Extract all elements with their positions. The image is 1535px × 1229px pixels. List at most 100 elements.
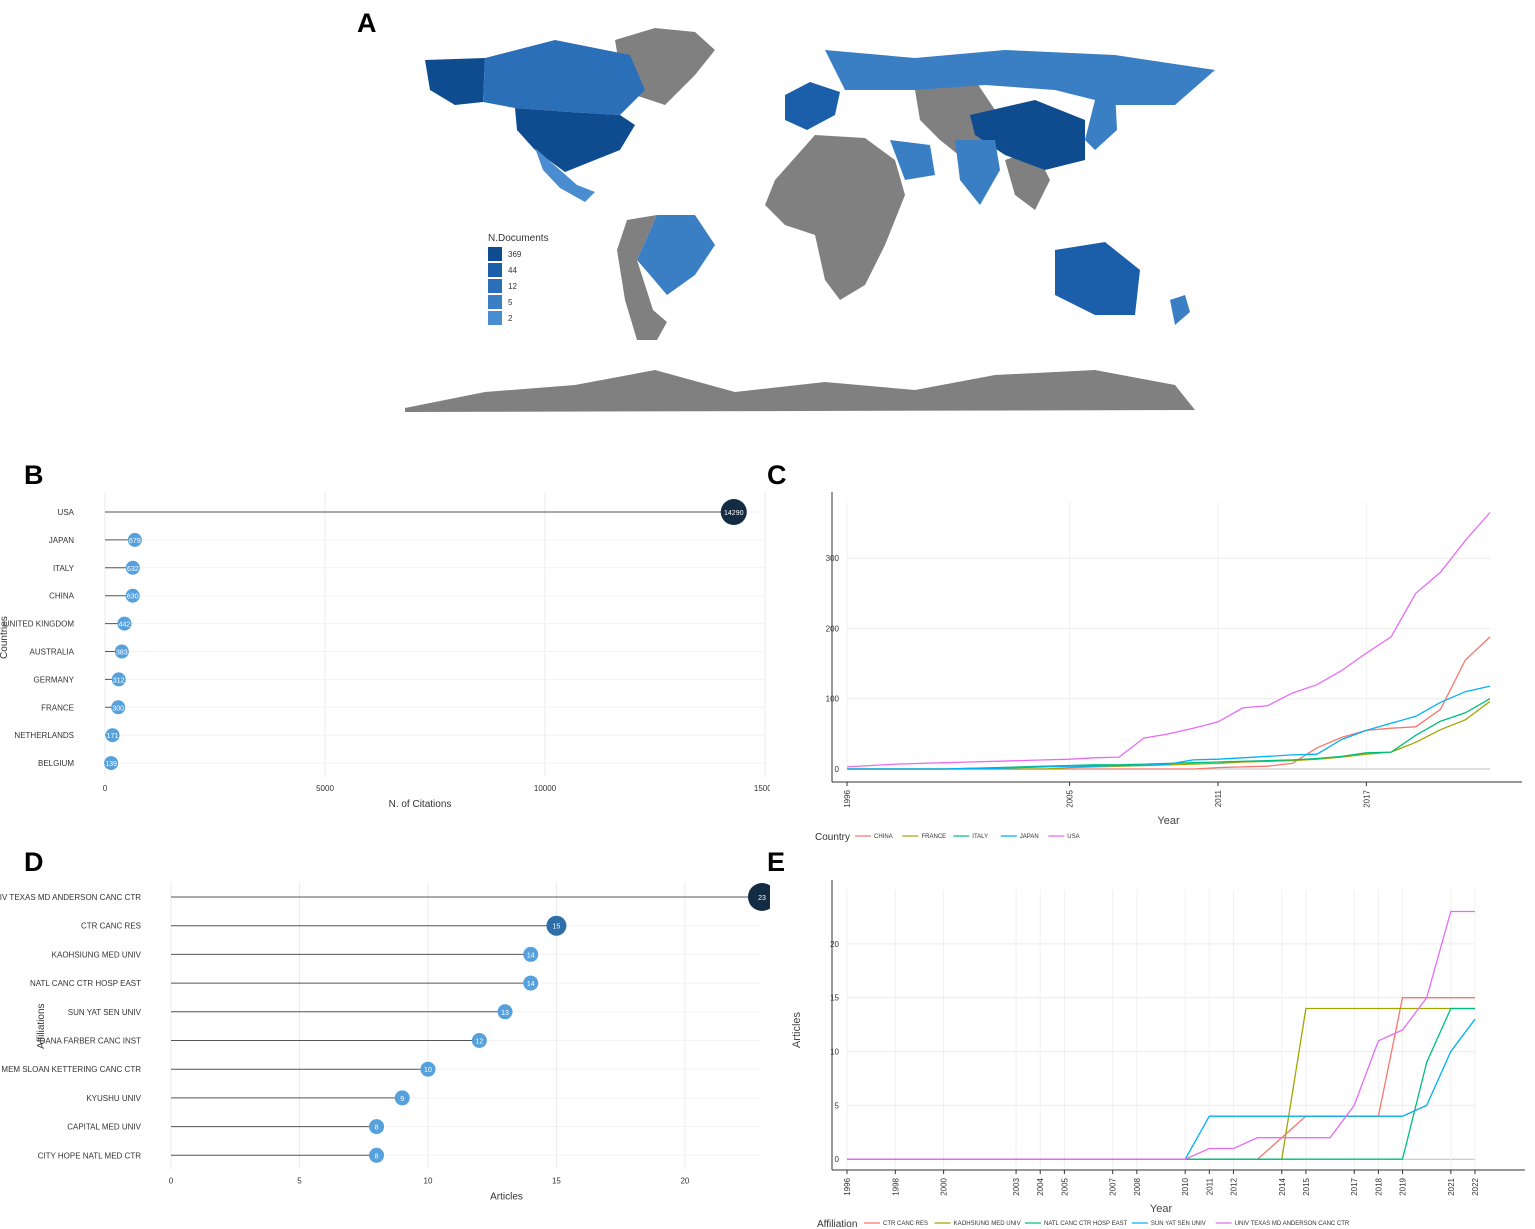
dot-kyushu-univ xyxy=(394,1090,410,1106)
x-tick-2014: 2014 xyxy=(1278,1177,1287,1195)
dot-label-germany: 312 xyxy=(113,677,125,684)
dot-italy xyxy=(125,560,140,575)
panel-label-c: C xyxy=(767,460,787,490)
x-tick-2012: 2012 xyxy=(1229,1177,1238,1195)
australia-shape xyxy=(1055,242,1140,315)
legend-label-natl-canc-ctr-hosp-east: NATL CANC CTR HOSP EAST xyxy=(1044,1221,1128,1227)
panel-label-d: D xyxy=(24,847,44,877)
dot-label-mem-sloan-kettering-canc-ctr: 10 xyxy=(424,1067,432,1074)
series-line-china xyxy=(847,636,1491,770)
map-legend-swatch-1 xyxy=(488,263,502,277)
x-tick-2017: 2017 xyxy=(1350,1177,1359,1195)
dot-mem-sloan-kettering-canc-ctr xyxy=(420,1061,436,1077)
panel-label-a: A xyxy=(357,8,377,38)
x-tick-2005: 2005 xyxy=(1060,1177,1069,1195)
dot-belgium xyxy=(104,756,119,771)
canada-shape xyxy=(483,40,645,115)
x-tick-1996: 1996 xyxy=(843,789,852,807)
dot-kaohsiung-med-univ xyxy=(523,946,539,962)
map-legend-label-0: 369 xyxy=(508,250,522,259)
category-label-united-kingdom: UNITED KINGDOM xyxy=(4,620,75,629)
y-tick-200: 200 xyxy=(826,624,840,633)
legend-label-china: CHINA xyxy=(874,834,893,840)
dot-label-china: 630 xyxy=(127,594,139,601)
dot-label-capital-med-univ: 8 xyxy=(375,1125,379,1132)
x-tick-2004: 2004 xyxy=(1036,1177,1045,1195)
map-legend-label-1: 44 xyxy=(508,266,517,275)
x-tick-2005: 2005 xyxy=(1066,789,1075,807)
dot-france xyxy=(111,700,126,715)
category-label-kyushu-univ: KYUSHU UNIV xyxy=(86,1094,141,1103)
alaska-shape xyxy=(425,58,485,105)
japan-shape xyxy=(1085,90,1117,150)
category-label-usa: USA xyxy=(58,508,75,517)
y-axis-title: Affiliations xyxy=(36,1003,47,1048)
x-tick-2003: 2003 xyxy=(1012,1177,1021,1195)
dot-label-netherlands: 171 xyxy=(107,733,119,740)
map-legend-swatch-3 xyxy=(488,295,502,309)
dot-label-sun-yat-sen-univ: 13 xyxy=(501,1010,509,1017)
dot-ctr-canc-res xyxy=(546,915,567,936)
dot-dana-farber-canc-inst xyxy=(471,1033,487,1048)
x-tick-2018: 2018 xyxy=(1374,1177,1383,1195)
dot-city-hope-natl-med-ctr xyxy=(369,1147,385,1163)
category-label-kaohsiung-med-univ: KAOHSIUNG MED UNIV xyxy=(52,950,142,959)
x-tick-10000: 10000 xyxy=(534,784,557,793)
dot-label-japan: 679 xyxy=(129,538,141,545)
category-label-univ-texas-md-anderson-canc-ctr: UNIV TEXAS MD ANDERSON CANC CTR xyxy=(0,893,141,902)
category-label-mem-sloan-kettering-canc-ctr: MEM SLOAN KETTERING CANC CTR xyxy=(1,1065,141,1074)
y-tick-0: 0 xyxy=(835,1155,840,1164)
africa-shape xyxy=(765,135,905,300)
legend-label-france: FRANCE xyxy=(922,834,947,840)
y-tick-10: 10 xyxy=(830,1048,839,1057)
y-tick-5: 5 xyxy=(835,1101,840,1110)
dot-label-univ-texas-md-anderson-canc-ctr: 23 xyxy=(758,895,766,902)
x-tick-2015: 2015 xyxy=(1302,1177,1311,1195)
category-label-capital-med-univ: CAPITAL MED UNIV xyxy=(67,1123,141,1132)
europe-shape xyxy=(785,82,840,130)
x-tick-2011: 2011 xyxy=(1205,1177,1214,1195)
legend-label-kaohsiung-med-univ: KAOHSIUNG MED UNIV xyxy=(954,1221,1021,1227)
x-tick-0: 0 xyxy=(169,1176,174,1185)
map-legend: 369 44 12 5 2 xyxy=(488,247,522,325)
dot-label-natl-canc-ctr-hosp-east: 14 xyxy=(527,981,535,988)
x-tick-0: 0 xyxy=(103,784,108,793)
x-axis-title: N. of Citations xyxy=(389,799,452,810)
legend-label-ctr-canc-res: CTR CANC RES xyxy=(883,1221,928,1227)
legend-label-univ-texas-md-anderson-canc-ctr: UNIV TEXAS MD ANDERSON CANC CTR xyxy=(1235,1221,1350,1227)
world-map: N.Documents 369 44 12 5 2 xyxy=(405,28,1215,412)
x-tick-2010: 2010 xyxy=(1181,1177,1190,1195)
x-tick-2008: 2008 xyxy=(1133,1177,1142,1195)
dot-label-italy: 632 xyxy=(127,566,139,573)
series-line-univ-texas-md-anderson-canc-ctr xyxy=(847,910,1475,1160)
dot-usa xyxy=(720,499,747,525)
dot-label-united-kingdom: 442 xyxy=(119,622,131,629)
dot-capital-med-univ xyxy=(369,1119,385,1135)
brazil-shape xyxy=(637,215,715,295)
category-label-china: CHINA xyxy=(49,592,75,601)
map-legend-label-2: 12 xyxy=(508,282,517,291)
legend-label-usa: USA xyxy=(1067,834,1079,840)
category-label-japan: JAPAN xyxy=(49,536,74,545)
y-tick-0: 0 xyxy=(835,765,840,774)
x-tick-1998: 1998 xyxy=(891,1177,900,1195)
x-tick-20: 20 xyxy=(680,1176,689,1185)
x-tick-5: 5 xyxy=(297,1176,302,1185)
series-line-france xyxy=(847,700,1491,770)
dot-label-dana-farber-canc-inst: 12 xyxy=(475,1039,483,1046)
x-tick-15: 15 xyxy=(552,1176,561,1185)
dot-label-france: 300 xyxy=(112,705,124,712)
x-tick-2021: 2021 xyxy=(1447,1177,1456,1195)
x-tick-2022: 2022 xyxy=(1471,1177,1480,1195)
dot-label-australia: 383 xyxy=(116,650,128,657)
x-tick-2019: 2019 xyxy=(1399,1177,1408,1195)
y-axis-title: Countries xyxy=(0,616,10,659)
dot-label-usa: 14290 xyxy=(724,510,744,517)
x-tick-2011: 2011 xyxy=(1214,789,1223,807)
series-line-kaohsiung-med-univ xyxy=(847,1007,1475,1160)
panel-label-e: E xyxy=(767,847,786,877)
dot-label-belgium: 139 xyxy=(105,761,117,768)
legend-label-japan: JAPAN xyxy=(1020,834,1039,840)
category-label-sun-yat-sen-univ: SUN YAT SEN UNIV xyxy=(68,1008,142,1017)
legend-label-italy: ITALY xyxy=(972,834,988,840)
